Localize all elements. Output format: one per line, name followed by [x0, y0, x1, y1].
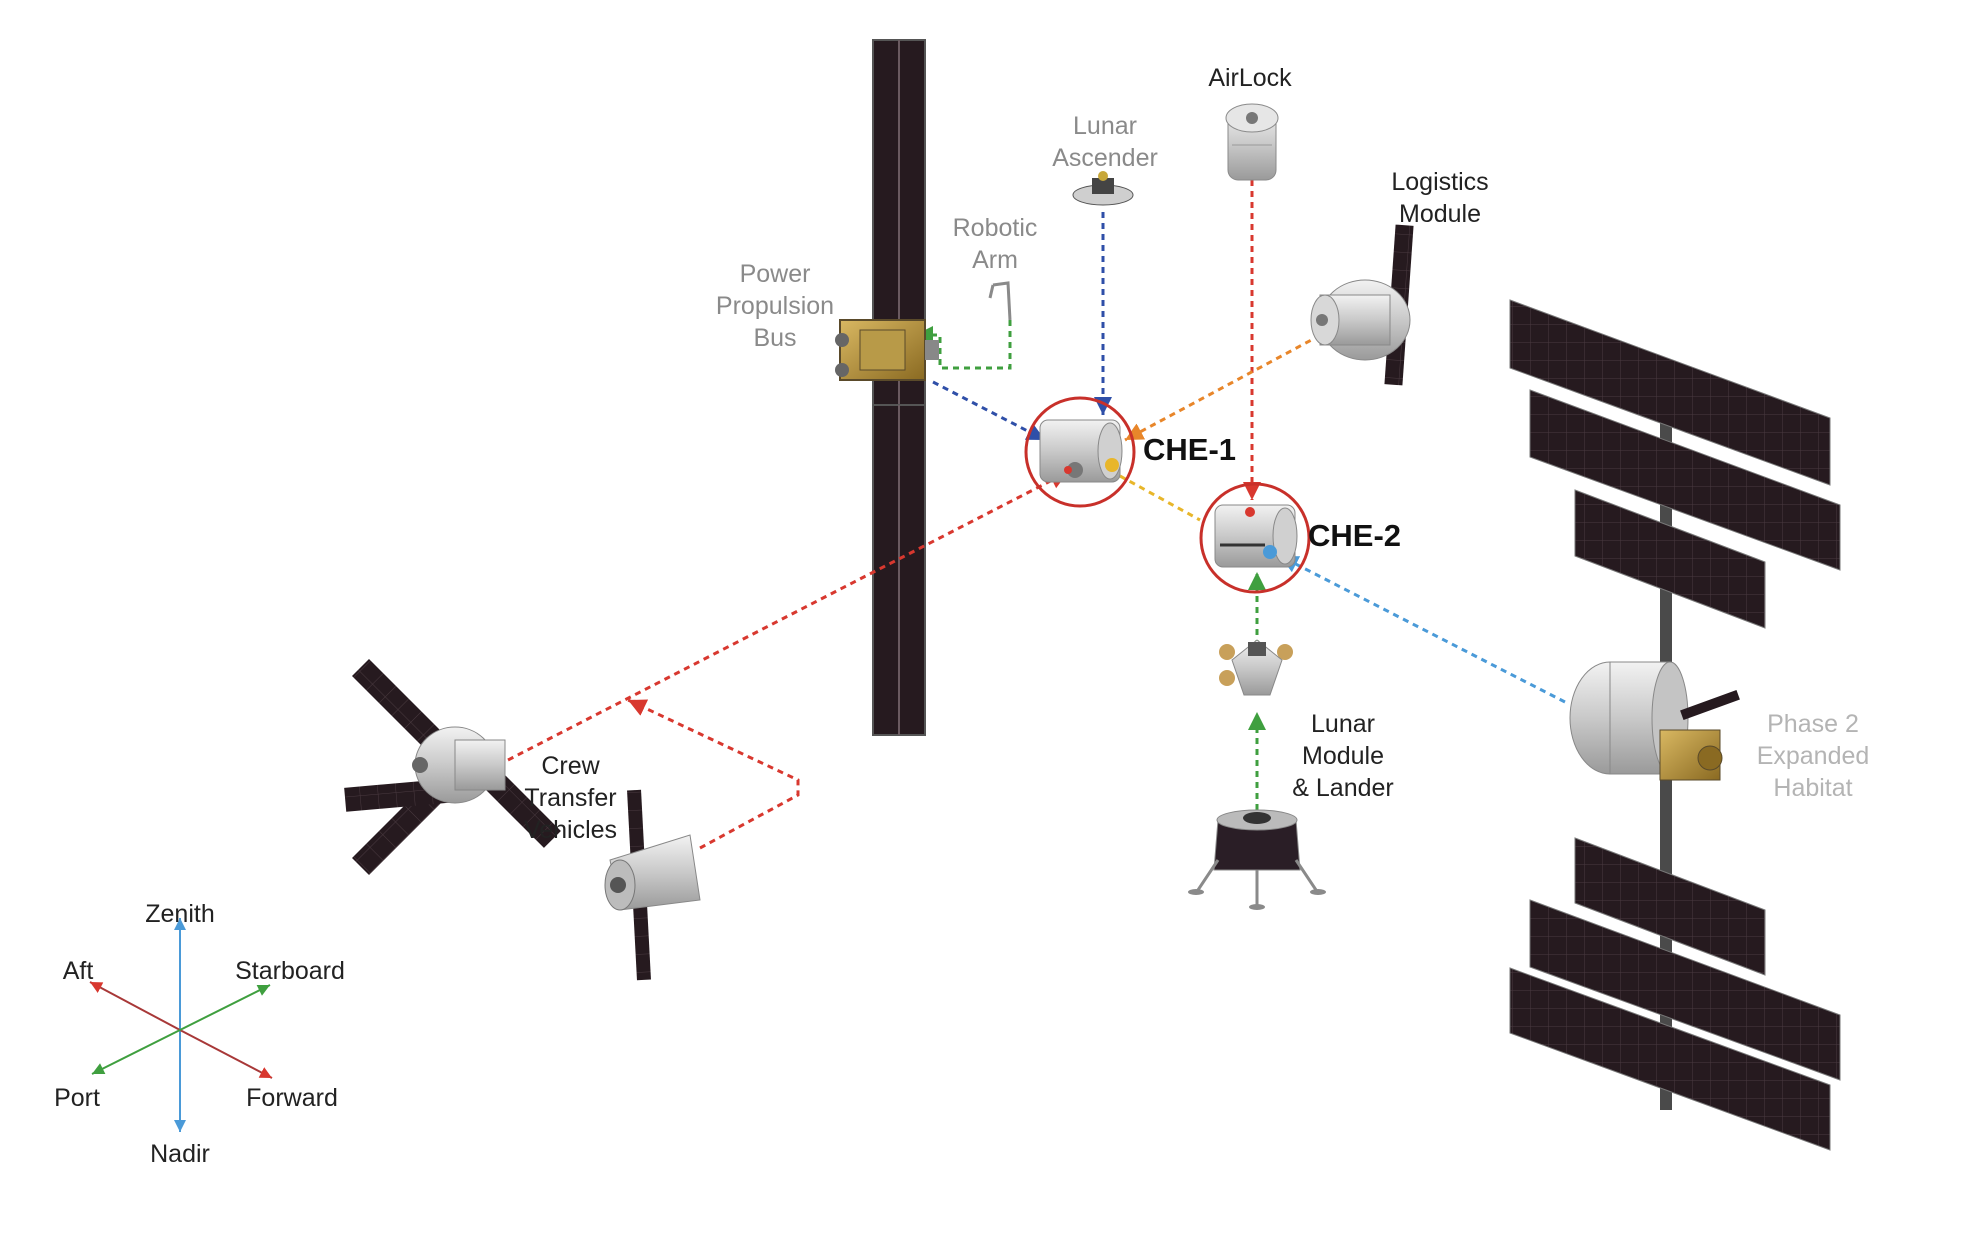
crew-transfer-vehicles-label: Crew Transfer Vehicles — [523, 752, 618, 844]
airlock-module — [1225, 103, 1279, 181]
robotic-arm-label: Robotic Arm — [952, 214, 1038, 274]
power-propulsion-bus-module — [835, 319, 939, 381]
che1-label: CHE-1 — [1143, 432, 1237, 467]
main-solar-array — [872, 39, 926, 736]
che1-highlight-circle — [1024, 396, 1136, 508]
phase2-habitat-label: Phase 2 Expanded Habitat — [1756, 710, 1870, 802]
crew-transfer-2-connection — [627, 698, 800, 850]
logistics-module-label: Logistics Module — [1391, 168, 1489, 228]
logistics-module — [1310, 224, 1414, 386]
connection-lines — [507, 180, 1566, 850]
lander-module — [1188, 809, 1326, 910]
zenith-label: Zenith — [145, 900, 215, 928]
airlock-label: AirLock — [1208, 64, 1292, 92]
starboard-label: Starboard — [235, 957, 345, 985]
che1-module — [1024, 396, 1136, 508]
nadir-label: Nadir — [150, 1140, 210, 1168]
robotic-arm-connection — [915, 320, 1012, 370]
crew-transfer-connection — [507, 470, 1069, 762]
phase2-connection — [1279, 554, 1566, 704]
power-propulsion-bus-label: Power Propulsion Bus — [715, 260, 835, 352]
che2-module — [1199, 482, 1311, 594]
che2-label: CHE-2 — [1308, 518, 1402, 553]
lunar-module-lander-label: Lunar Module & Lander — [1292, 710, 1394, 802]
lunar-ascender-label: Lunar Ascender — [1052, 112, 1158, 172]
aft-label: Aft — [62, 957, 94, 985]
logistics-connection — [1124, 328, 1331, 442]
crew-vehicle-1 — [344, 659, 561, 875]
che1-che2-connection — [1119, 474, 1201, 522]
forward-label: Forward — [246, 1084, 338, 1112]
phase2-habitat — [1509, 299, 1841, 1151]
lunar-module — [1219, 639, 1293, 696]
crew-vehicle-2 — [604, 789, 701, 981]
robotic-arm-module — [988, 281, 1012, 321]
che2-highlight-circle — [1199, 482, 1311, 594]
axis-compass — [89, 918, 273, 1132]
port-label: Port — [54, 1084, 100, 1112]
lunar-ascender-module — [1072, 171, 1134, 206]
ppb-connection — [932, 380, 1046, 442]
